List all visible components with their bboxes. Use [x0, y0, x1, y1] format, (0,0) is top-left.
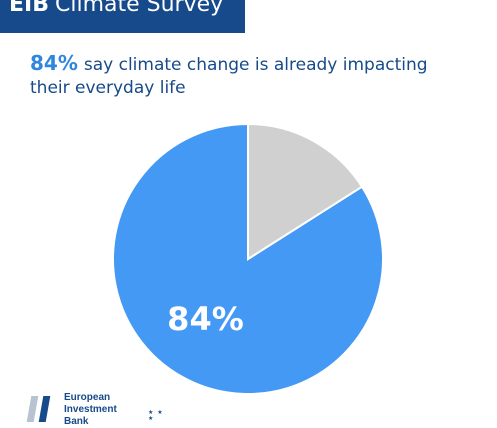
eib-logo-mark: [26, 396, 56, 422]
logo-line-1: European: [64, 392, 111, 403]
headline-percent: 84%: [30, 51, 78, 75]
logo-line-2: Investment: [64, 404, 117, 415]
title-bar: EIB Climate Survey: [0, 0, 245, 33]
eib-logo-text: European Investment Bank: [64, 392, 117, 428]
title-text: Climate Survey: [54, 0, 224, 17]
eu-stars-icon: ★ ★ ★: [148, 409, 164, 422]
title-brand: EIB: [9, 0, 49, 17]
headline: 84% say climate change is already impacti…: [30, 52, 470, 100]
headline-text: say climate change is already impacting …: [30, 55, 428, 98]
eib-logo: European Investment Bank ★ ★ ★: [26, 392, 226, 427]
pie-slice-2: [247, 122, 364, 261]
pie-slice-label-1: 84%: [167, 300, 244, 338]
pie-chart: 84%: [112, 122, 384, 395]
